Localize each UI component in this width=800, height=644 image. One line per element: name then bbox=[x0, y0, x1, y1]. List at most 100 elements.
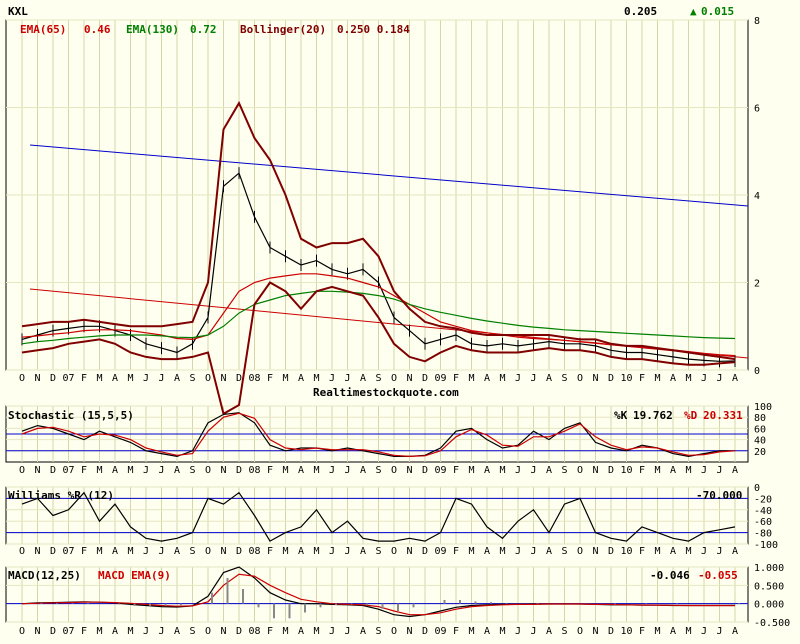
x-tick-label: A bbox=[670, 626, 676, 637]
series-bollinger-lower bbox=[21, 281, 736, 416]
x-tick-label: N bbox=[34, 546, 40, 557]
x-tick-label: D bbox=[608, 546, 614, 557]
y-tick-label: -100 bbox=[754, 540, 778, 551]
x-tick-label: O bbox=[205, 373, 211, 384]
x-tick-label: F bbox=[639, 546, 645, 557]
series--k bbox=[21, 412, 735, 458]
x-tick-label: F bbox=[453, 373, 459, 384]
x-tick-label: J bbox=[701, 373, 707, 384]
x-tick-label: A bbox=[360, 373, 366, 384]
x-tick-label: N bbox=[406, 626, 412, 637]
x-tick-label: A bbox=[484, 626, 490, 637]
x-tick-label: M bbox=[96, 465, 102, 476]
x-tick-label: J bbox=[329, 546, 335, 557]
legend-bollinger-value: 0.250 0.184 bbox=[337, 23, 410, 36]
x-tick-label: M bbox=[282, 373, 288, 384]
x-tick-label: D bbox=[608, 373, 614, 384]
x-tick-label: M bbox=[313, 626, 319, 637]
x-tick-label: A bbox=[174, 373, 180, 384]
x-tick-label: M bbox=[96, 626, 102, 637]
change-arrow-icon: ▲ bbox=[690, 5, 697, 18]
x-tick-label: A bbox=[546, 465, 552, 476]
x-tick-label: M bbox=[127, 465, 133, 476]
x-tick-label: M bbox=[282, 626, 288, 637]
x-tick-label: S bbox=[561, 546, 567, 557]
x-tick-label: J bbox=[716, 626, 722, 637]
x-tick-label: 09 bbox=[434, 626, 446, 637]
williams-value: -70.000 bbox=[696, 489, 742, 502]
x-tick-label: M bbox=[313, 546, 319, 557]
x-tick-label: O bbox=[391, 465, 397, 476]
williams-title: Williams %R (12) bbox=[8, 489, 114, 502]
x-tick-label: A bbox=[360, 546, 366, 557]
x-tick-label: F bbox=[81, 373, 87, 384]
series-bollinger-upper bbox=[21, 100, 736, 361]
x-tick-label: A bbox=[732, 626, 738, 637]
x-tick-label: N bbox=[34, 465, 40, 476]
x-tick-label: J bbox=[701, 546, 707, 557]
x-tick-label: J bbox=[344, 465, 350, 476]
x-tick-label: 10 bbox=[620, 626, 632, 637]
x-tick-label: A bbox=[670, 546, 676, 557]
x-tick-label: D bbox=[608, 626, 614, 637]
x-tick-label: F bbox=[267, 546, 273, 557]
x-tick-label: A bbox=[174, 546, 180, 557]
x-tick-label: O bbox=[577, 626, 583, 637]
x-tick-label: N bbox=[406, 546, 412, 557]
x-tick-label: M bbox=[96, 546, 102, 557]
x-tick-label: A bbox=[360, 465, 366, 476]
x-tick-label: N bbox=[592, 465, 598, 476]
x-tick-label: M bbox=[127, 546, 133, 557]
y-tick-label: 2 bbox=[754, 279, 760, 290]
x-tick-label: M bbox=[685, 373, 691, 384]
x-tick-label: 08 bbox=[248, 626, 260, 637]
x-tick-label: N bbox=[406, 465, 412, 476]
series--d bbox=[21, 412, 736, 458]
x-tick-label: F bbox=[639, 626, 645, 637]
macd-title: MACD(12,25) bbox=[8, 569, 81, 582]
x-tick-label: 07 bbox=[62, 373, 74, 384]
x-tick-label: M bbox=[282, 546, 288, 557]
x-tick-label: M bbox=[282, 465, 288, 476]
x-tick-label: J bbox=[716, 465, 722, 476]
x-tick-label: M bbox=[468, 546, 474, 557]
x-tick-label: F bbox=[453, 626, 459, 637]
x-tick-label: J bbox=[515, 626, 521, 637]
x-tick-label: 10 bbox=[620, 373, 632, 384]
x-tick-label: D bbox=[236, 373, 242, 384]
x-tick-label: A bbox=[732, 465, 738, 476]
macd-ema-label: MACD EMA(9) bbox=[98, 569, 171, 582]
x-tick-label: A bbox=[546, 373, 552, 384]
y-tick-label: 0.000 bbox=[754, 600, 784, 611]
x-tick-label: A bbox=[298, 626, 304, 637]
x-tick-label: J bbox=[143, 373, 149, 384]
x-tick-label: D bbox=[422, 626, 428, 637]
x-tick-label: N bbox=[592, 373, 598, 384]
y-tick-label: -20 bbox=[754, 494, 772, 505]
x-tick-label: M bbox=[654, 546, 660, 557]
y-tick-label: 0 bbox=[754, 483, 760, 494]
x-tick-label: A bbox=[298, 546, 304, 557]
x-tick-label: M bbox=[654, 626, 660, 637]
x-tick-label: M bbox=[685, 626, 691, 637]
price-change: 0.015 bbox=[701, 5, 734, 18]
x-tick-label: J bbox=[329, 465, 335, 476]
x-tick-label: M bbox=[654, 465, 660, 476]
x-tick-label: M bbox=[468, 373, 474, 384]
series-ema-130- bbox=[21, 290, 736, 345]
x-tick-label: N bbox=[592, 546, 598, 557]
x-tick-label: A bbox=[484, 373, 490, 384]
y-tick-label: 0 bbox=[754, 366, 760, 377]
x-tick-label: 07 bbox=[62, 465, 74, 476]
x-tick-label: 08 bbox=[248, 465, 260, 476]
y-tick-label: -0.500 bbox=[754, 618, 790, 629]
x-tick-label: D bbox=[50, 465, 56, 476]
x-tick-label: 09 bbox=[434, 465, 446, 476]
x-tick-label: F bbox=[267, 373, 273, 384]
x-tick-label: J bbox=[344, 626, 350, 637]
x-tick-label: A bbox=[112, 546, 118, 557]
legend-bollinger: Bollinger(20) bbox=[240, 23, 326, 36]
stochastic-k-value: 19.762 bbox=[633, 409, 673, 422]
x-tick-label: J bbox=[530, 465, 536, 476]
